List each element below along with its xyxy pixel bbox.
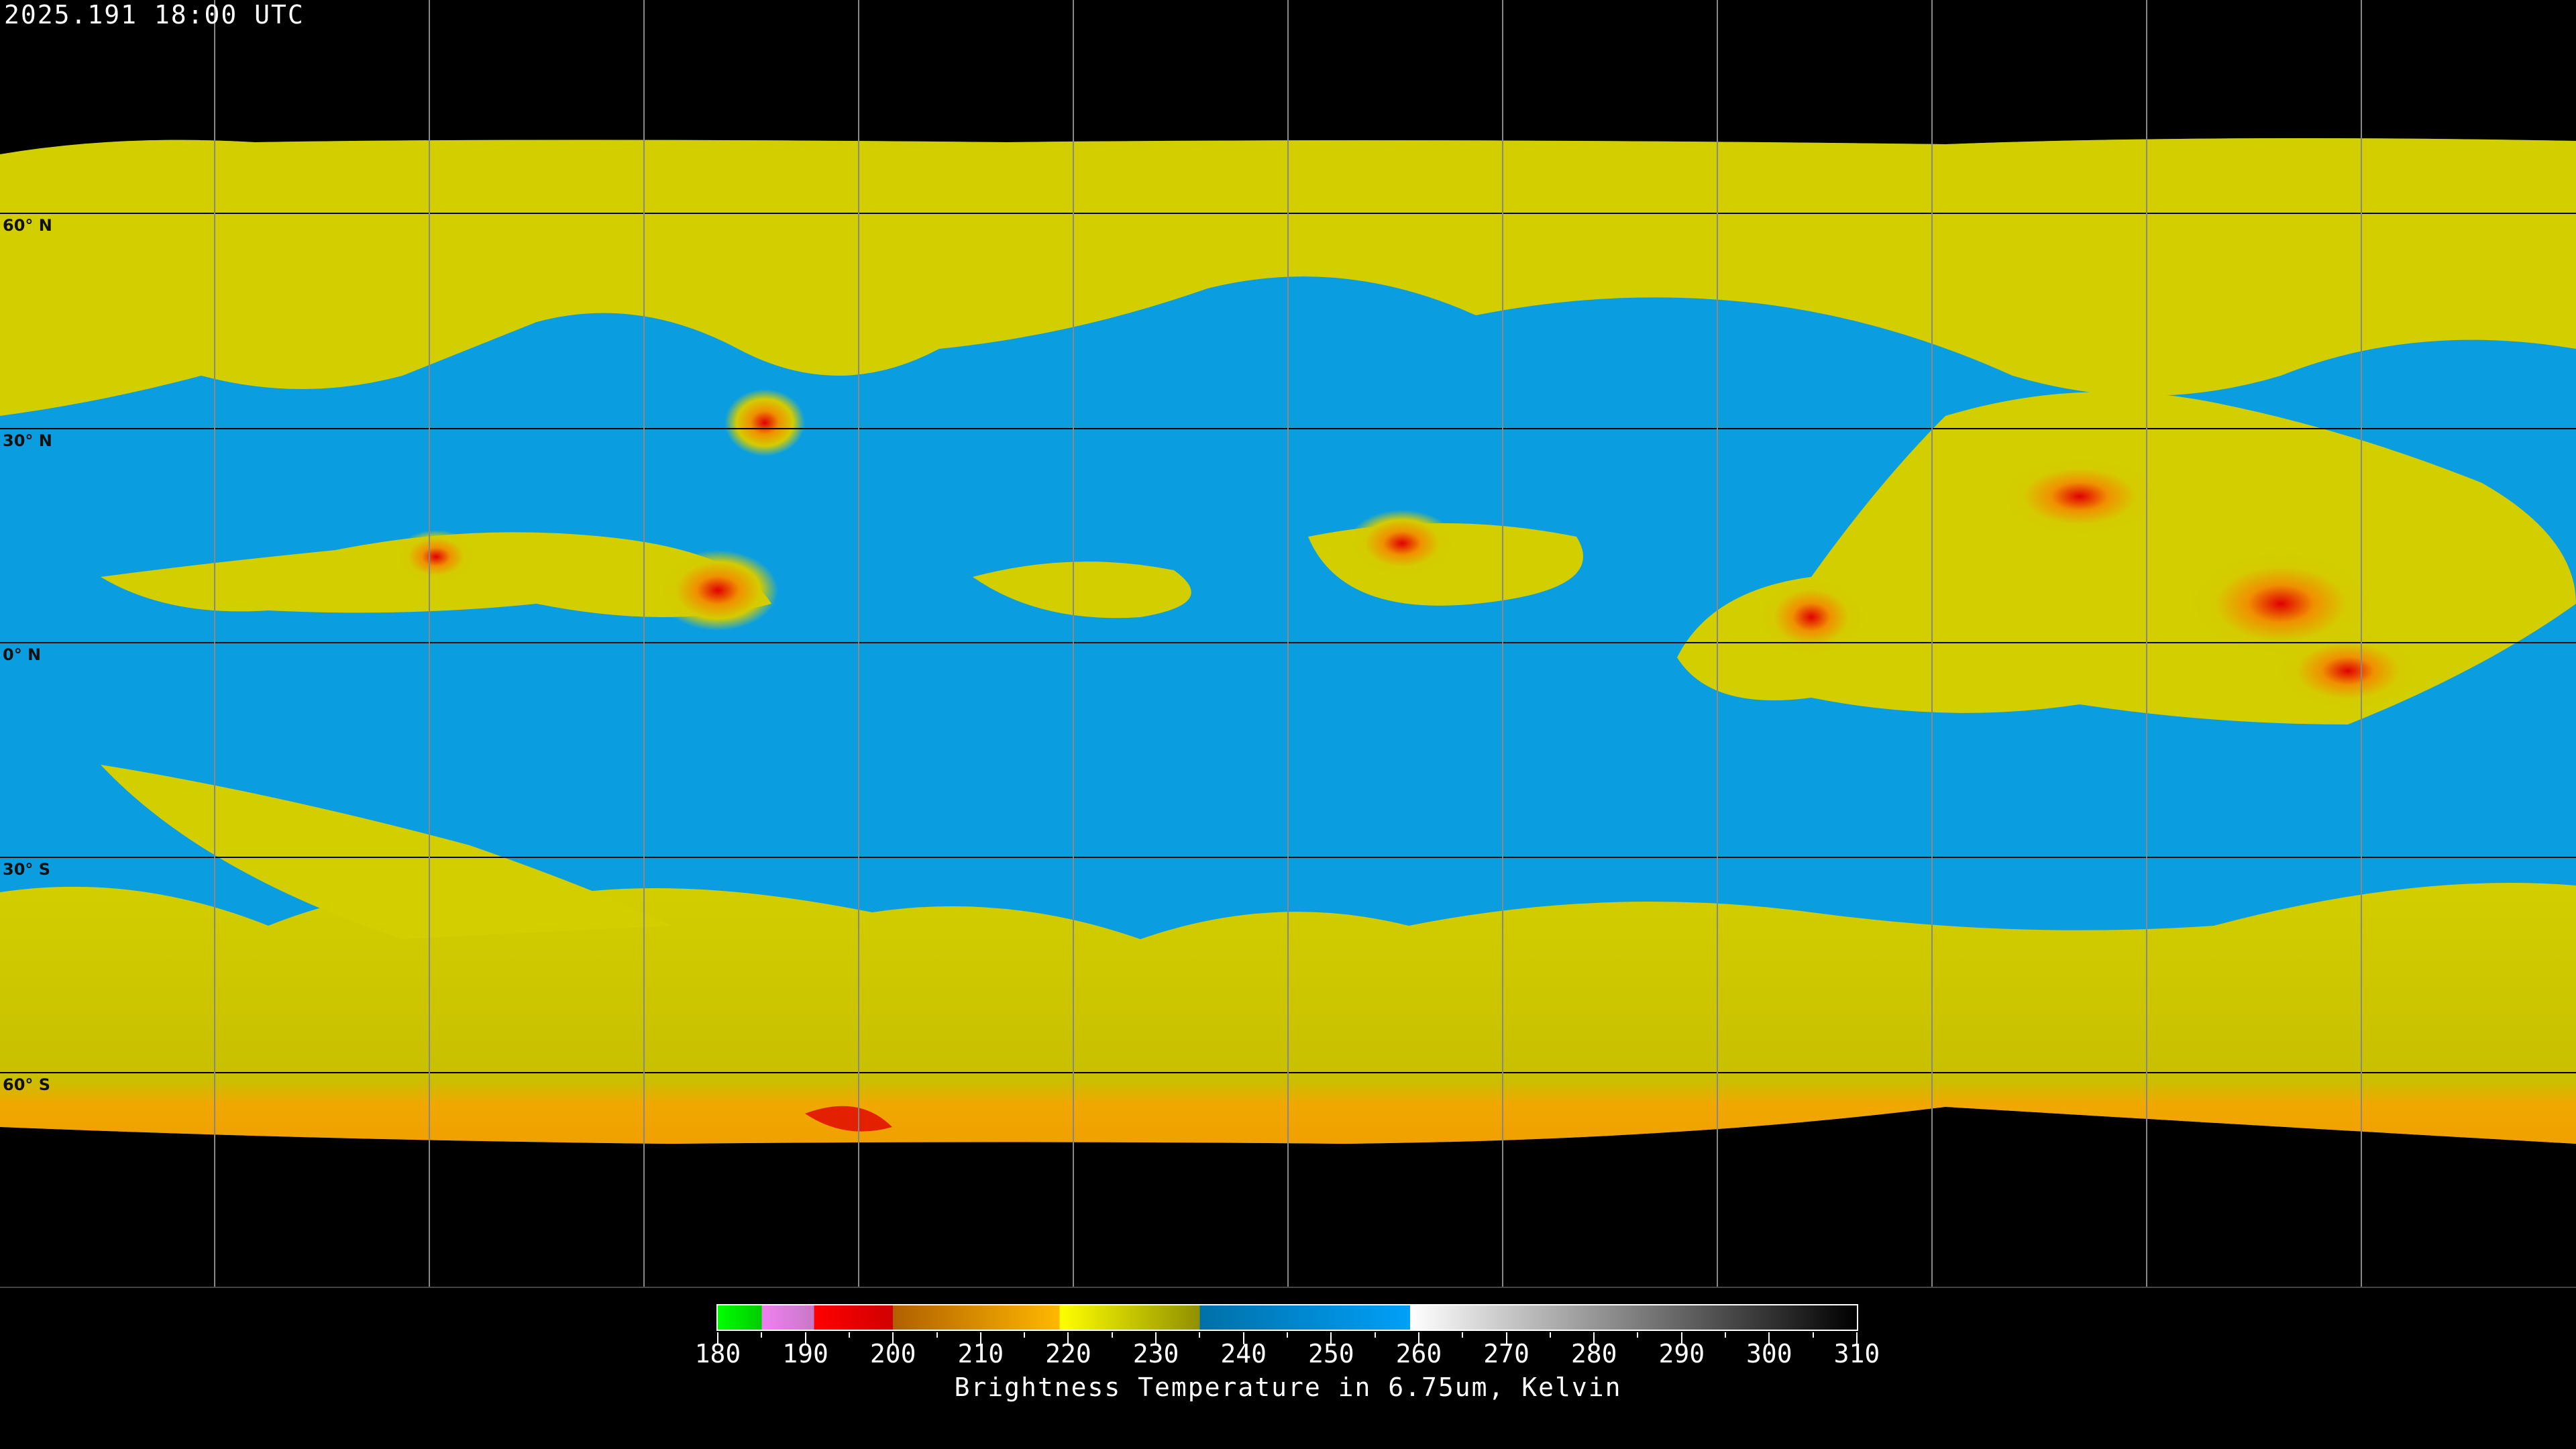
colorbar-tick xyxy=(717,1332,718,1344)
colorbar-tick xyxy=(1856,1332,1858,1344)
colorbar-tick-label: 200 xyxy=(869,1339,916,1368)
colorbar-tick xyxy=(1111,1332,1113,1338)
colorbar-tick-label: 270 xyxy=(1483,1339,1529,1368)
colorbar-tick xyxy=(1199,1332,1201,1338)
convection-cells xyxy=(396,389,2422,711)
colorbar-tick-label: 290 xyxy=(1658,1339,1705,1368)
colorbar-tick-label: 240 xyxy=(1220,1339,1267,1368)
colorbar xyxy=(716,1304,1858,1331)
colorbar-tick-label: 260 xyxy=(1395,1339,1442,1368)
meridians xyxy=(214,0,2362,1287)
colorbar-tick xyxy=(848,1332,850,1338)
colorbar-tick xyxy=(1417,1332,1419,1344)
colorbar-tick xyxy=(1155,1332,1157,1344)
colorbar-tick xyxy=(1024,1332,1026,1338)
colorbar-tick xyxy=(1549,1332,1551,1338)
colorbar-tick-label: 280 xyxy=(1570,1339,1617,1368)
colorbar-tick xyxy=(1242,1332,1244,1344)
colorbar-tick xyxy=(979,1332,981,1344)
colorbar-tick-label: 310 xyxy=(1833,1339,1880,1368)
lat-label-60s: 60° S xyxy=(3,1075,51,1094)
map-border xyxy=(0,1287,2576,1288)
colorbar-tick-label: 230 xyxy=(1132,1339,1179,1368)
colorbar-tick xyxy=(1680,1332,1682,1344)
colorbar-title: Brightness Temperature in 6.75um, Kelvin xyxy=(954,1373,1622,1402)
colorbar-tick xyxy=(1330,1332,1332,1344)
colorbar-tick xyxy=(936,1332,938,1338)
colorbar-tick xyxy=(1462,1332,1464,1338)
water-vapor-map xyxy=(0,0,2576,1288)
lat-label-30n: 30° N xyxy=(3,431,52,450)
colorbar-tick xyxy=(761,1332,763,1338)
lat-label-60n: 60° N xyxy=(3,216,52,235)
colorbar-tick xyxy=(1374,1332,1376,1338)
colorbar-tick xyxy=(1505,1332,1507,1344)
colorbar-tick xyxy=(1593,1332,1595,1344)
colorbar-tick xyxy=(1768,1332,1770,1344)
colorbar-tick-label: 190 xyxy=(782,1339,828,1368)
colorbar-tick-label: 250 xyxy=(1307,1339,1354,1368)
colorbar-tick xyxy=(1287,1332,1288,1338)
colorbar-tick-label: 210 xyxy=(957,1339,1004,1368)
lat-label-0n: 0° N xyxy=(3,645,42,664)
colorbar-tick xyxy=(892,1332,894,1344)
colorbar-tick-label: 300 xyxy=(1746,1339,1792,1368)
colorbar-tick xyxy=(1812,1332,1814,1338)
colorbar-tick xyxy=(1637,1332,1639,1338)
colorbar-tick xyxy=(804,1332,806,1344)
colorbar-tick-label: 220 xyxy=(1045,1339,1091,1368)
colorbar-tick-label: 180 xyxy=(694,1339,741,1368)
timestamp: 2025.191 18:00 UTC xyxy=(4,0,305,30)
colorbar-tick xyxy=(1067,1332,1069,1344)
lat-label-30s: 30° S xyxy=(3,860,51,879)
colorbar-tick xyxy=(1725,1332,1727,1338)
